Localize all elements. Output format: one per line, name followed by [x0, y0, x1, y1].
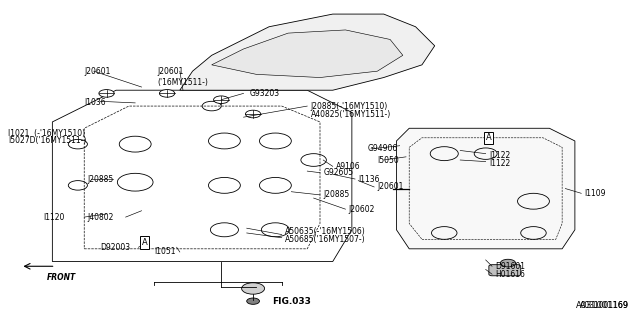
Text: J20602: J20602	[349, 205, 375, 214]
Text: J20885: J20885	[323, 190, 349, 199]
Text: J20601: J20601	[84, 67, 111, 76]
Text: J20885: J20885	[88, 174, 114, 184]
Circle shape	[214, 96, 229, 104]
Text: A9106: A9106	[336, 162, 360, 171]
Text: D91601: D91601	[495, 262, 525, 271]
Polygon shape	[396, 128, 575, 249]
Text: I1122: I1122	[489, 159, 510, 168]
Text: I1036: I1036	[84, 99, 106, 108]
Text: I1109: I1109	[584, 189, 606, 198]
Text: A50685('16MY1507-): A50685('16MY1507-)	[285, 235, 365, 244]
Text: J20601: J20601	[378, 182, 404, 191]
Text: I1122: I1122	[489, 151, 510, 160]
Text: A: A	[486, 133, 492, 142]
Text: A50635(-'16MY1506): A50635(-'16MY1506)	[285, 227, 365, 236]
Text: ('16MY1511-): ('16MY1511-)	[157, 78, 209, 87]
Text: G94906: G94906	[368, 144, 398, 153]
Text: I1021  (-'16MY1510): I1021 (-'16MY1510)	[8, 129, 85, 138]
Text: A40825('16MY1511-): A40825('16MY1511-)	[310, 109, 390, 118]
Text: J20885(-'16MY1510): J20885(-'16MY1510)	[310, 101, 388, 111]
Text: A031001169: A031001169	[580, 301, 629, 310]
Circle shape	[500, 259, 516, 267]
Text: I1120: I1120	[43, 212, 64, 222]
FancyBboxPatch shape	[489, 265, 521, 276]
Text: A031001169: A031001169	[576, 301, 629, 310]
Text: J40802: J40802	[88, 212, 114, 222]
Text: G93203: G93203	[250, 89, 280, 98]
Text: I1136: I1136	[358, 174, 380, 184]
Text: FRONT: FRONT	[47, 273, 77, 282]
Polygon shape	[212, 30, 403, 77]
Circle shape	[246, 110, 260, 118]
Text: I1051: I1051	[154, 247, 176, 257]
Text: G92605: G92605	[323, 168, 353, 177]
Circle shape	[159, 90, 175, 97]
Text: A: A	[142, 238, 148, 247]
Text: D92003: D92003	[100, 243, 131, 252]
Text: I5027D('16MY1511-): I5027D('16MY1511-)	[8, 136, 86, 146]
Circle shape	[99, 90, 114, 97]
Text: H01616: H01616	[495, 270, 525, 279]
Text: FIG.033: FIG.033	[272, 297, 311, 306]
Circle shape	[246, 298, 259, 304]
Text: I5050: I5050	[378, 156, 399, 164]
Circle shape	[242, 283, 264, 294]
Text: J20601: J20601	[157, 67, 184, 76]
Polygon shape	[180, 14, 435, 90]
